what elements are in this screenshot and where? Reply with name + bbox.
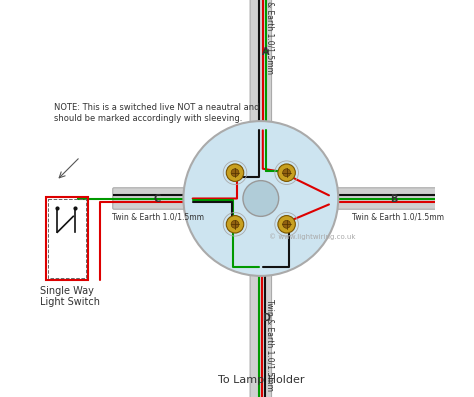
Text: Twin & Earth 1.0/1.5mm: Twin & Earth 1.0/1.5mm xyxy=(111,212,204,222)
Circle shape xyxy=(231,169,239,177)
Circle shape xyxy=(243,181,279,216)
Text: Single Way
Light Switch: Single Way Light Switch xyxy=(40,286,100,307)
Text: A: A xyxy=(262,46,270,57)
FancyBboxPatch shape xyxy=(113,188,189,209)
Text: Twin & Earth 1.0/1.5mm: Twin & Earth 1.0/1.5mm xyxy=(265,299,274,391)
Text: NOTE: This is a switched live NOT a neautral and
should be marked accordingly wi: NOTE: This is a switched live NOT a neau… xyxy=(55,103,260,123)
Circle shape xyxy=(283,169,291,177)
Circle shape xyxy=(226,216,244,233)
Text: Twin & Earth 1.0/1.5mm: Twin & Earth 1.0/1.5mm xyxy=(352,212,444,222)
Text: To Lamp Holder: To Lamp Holder xyxy=(218,375,304,385)
Circle shape xyxy=(283,220,291,228)
Text: D: D xyxy=(262,312,270,323)
Bar xyxy=(48,198,86,278)
Circle shape xyxy=(278,164,295,181)
Text: Twin & Earth 1.0/1.5mm: Twin & Earth 1.0/1.5mm xyxy=(265,0,274,74)
Circle shape xyxy=(278,216,295,233)
Bar xyxy=(46,197,88,280)
FancyBboxPatch shape xyxy=(250,271,272,397)
Text: © www.lightwiring.co.uk: © www.lightwiring.co.uk xyxy=(269,233,356,239)
FancyBboxPatch shape xyxy=(333,188,441,209)
Circle shape xyxy=(183,121,338,276)
Circle shape xyxy=(226,164,244,181)
FancyBboxPatch shape xyxy=(250,0,272,126)
Circle shape xyxy=(231,220,239,228)
Text: C: C xyxy=(154,193,161,204)
Text: B: B xyxy=(390,193,398,204)
